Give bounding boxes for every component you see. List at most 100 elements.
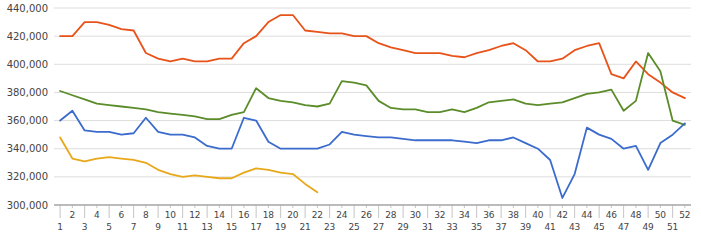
x-tick: [439, 205, 440, 208]
x-tick-label: 14: [214, 210, 226, 220]
x-tick: [452, 205, 453, 218]
x-axis: 1234567891011121314151617181920212223242…: [54, 205, 691, 232]
x-tick: [182, 205, 183, 218]
x-tick-label: 33: [446, 222, 457, 232]
x-tick-label: 4: [94, 210, 100, 220]
x-tick-label: 3: [82, 222, 88, 232]
x-tick: [660, 205, 661, 208]
x-tick: [341, 205, 342, 208]
x-tick: [550, 205, 551, 218]
x-tick: [256, 205, 257, 218]
x-tick-label: 18: [263, 210, 275, 220]
x-tick-label: 28: [385, 210, 397, 220]
x-tick-label: 25: [348, 222, 359, 232]
x-tick-label: 44: [581, 210, 593, 220]
x-tick-label: 50: [655, 210, 667, 220]
x-tick-label: 35: [471, 222, 482, 232]
x-tick: [305, 205, 306, 218]
x-tick-label: 17: [250, 222, 261, 232]
x-tick: [219, 205, 220, 208]
x-tick: [109, 205, 110, 218]
x-tick-label: 46: [606, 210, 618, 220]
x-tick: [562, 205, 563, 208]
x-tick-label: 10: [165, 210, 177, 220]
x-tick: [635, 205, 636, 208]
y-tick-label: 400,000: [7, 59, 48, 70]
x-tick: [72, 205, 73, 208]
x-tick-label: 41: [544, 222, 555, 232]
grid-line: [54, 148, 691, 149]
x-tick: [158, 205, 159, 218]
x-tick: [96, 205, 97, 208]
x-tick: [476, 205, 477, 218]
x-tick-label: 34: [459, 210, 471, 220]
x-tick-label: 29: [397, 222, 409, 232]
y-tick-label: 300,000: [7, 200, 48, 211]
x-tick: [354, 205, 355, 218]
x-tick-label: 22: [312, 210, 323, 220]
x-tick-label: 5: [106, 222, 112, 232]
series-line: [60, 137, 317, 192]
x-tick-label: 1: [57, 222, 63, 232]
x-tick-label: 2: [70, 210, 76, 220]
x-tick: [623, 205, 624, 218]
x-tick: [121, 205, 122, 208]
x-tick: [207, 205, 208, 218]
x-tick: [329, 205, 330, 218]
x-tick: [611, 205, 612, 208]
x-tick: [599, 205, 600, 218]
x-tick: [378, 205, 379, 218]
x-tick: [317, 205, 318, 208]
x-tick: [366, 205, 367, 208]
x-tick-label: 51: [667, 222, 678, 232]
x-tick: [280, 205, 281, 218]
grid-line: [54, 176, 691, 177]
x-tick: [513, 205, 514, 208]
x-tick-label: 12: [189, 210, 200, 220]
x-tick: [84, 205, 85, 218]
x-tick-label: 16: [238, 210, 250, 220]
x-tick-label: 32: [434, 210, 445, 220]
x-tick: [403, 205, 404, 218]
x-tick-label: 27: [373, 222, 384, 232]
x-tick: [427, 205, 428, 218]
x-tick-label: 20: [287, 210, 299, 220]
x-tick-label: 8: [143, 210, 149, 220]
x-tick-label: 49: [642, 222, 654, 232]
y-axis: 300,000320,000340,000360,000380,000400,0…: [7, 3, 691, 211]
x-tick: [586, 205, 587, 208]
x-tick-label: 45: [593, 222, 604, 232]
series-line: [60, 15, 685, 98]
x-tick: [133, 205, 134, 218]
x-tick: [292, 205, 293, 208]
x-tick-label: 9: [155, 222, 161, 232]
x-tick-label: 36: [483, 210, 495, 220]
grid-line: [54, 64, 691, 65]
x-tick: [684, 205, 685, 208]
x-tick: [501, 205, 502, 218]
x-tick-label: 13: [201, 222, 212, 232]
x-tick-label: 19: [275, 222, 287, 232]
x-tick-label: 37: [495, 222, 506, 232]
x-tick-label: 47: [618, 222, 629, 232]
x-tick: [648, 205, 649, 218]
chart: 300,000320,000340,000360,000380,000400,0…: [0, 0, 701, 239]
x-tick: [672, 205, 673, 218]
x-tick-label: 11: [177, 222, 188, 232]
x-tick: [170, 205, 171, 208]
grid-line: [54, 36, 691, 37]
x-tick-label: 15: [226, 222, 237, 232]
x-tick-label: 52: [679, 210, 690, 220]
x-tick-label: 48: [630, 210, 642, 220]
grid-line: [54, 205, 691, 206]
y-tick-label: 420,000: [7, 31, 48, 42]
series-line: [60, 111, 685, 198]
x-tick-label: 30: [410, 210, 422, 220]
x-tick-label: 23: [324, 222, 335, 232]
y-tick-label: 340,000: [7, 143, 48, 154]
y-tick-label: 320,000: [7, 171, 48, 182]
x-tick: [231, 205, 232, 218]
grid-line: [54, 8, 691, 9]
x-tick-label: 43: [569, 222, 580, 232]
x-tick-label: 26: [361, 210, 373, 220]
